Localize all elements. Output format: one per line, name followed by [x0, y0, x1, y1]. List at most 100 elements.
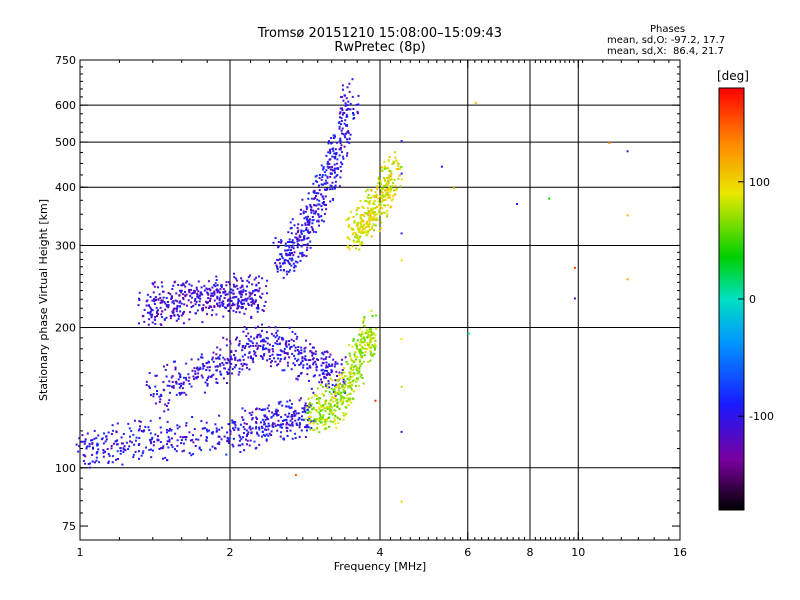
data-point — [341, 376, 344, 379]
data-point — [235, 311, 238, 314]
data-point — [154, 385, 157, 388]
data-point — [298, 399, 301, 402]
data-point — [265, 425, 267, 428]
data-point — [222, 288, 225, 290]
data-point — [390, 199, 393, 202]
data-point — [303, 217, 306, 220]
data-point — [325, 366, 328, 369]
data-point — [194, 376, 197, 379]
data-point — [211, 356, 214, 359]
data-point — [309, 422, 311, 425]
data-point — [258, 275, 260, 278]
data-point — [361, 242, 363, 245]
data-point — [321, 381, 324, 384]
data-point — [302, 210, 305, 213]
data-point — [366, 220, 369, 223]
data-point — [122, 451, 125, 454]
data-point — [179, 300, 182, 303]
data-point — [340, 132, 343, 135]
data-point — [308, 410, 311, 413]
data-point — [352, 372, 355, 375]
data-point — [352, 368, 355, 371]
data-point — [218, 428, 221, 431]
data-point — [349, 381, 352, 384]
data-point — [150, 456, 153, 459]
data-point — [241, 355, 244, 358]
data-point — [173, 314, 176, 317]
data-point — [240, 438, 243, 441]
data-point — [185, 393, 188, 396]
data-point — [323, 350, 326, 353]
data-point — [279, 400, 282, 403]
data-point — [335, 386, 338, 388]
data-point — [116, 439, 119, 442]
data-point — [326, 407, 329, 410]
data-point — [373, 216, 376, 219]
data-point — [336, 158, 339, 161]
data-point — [338, 127, 341, 130]
data-point — [285, 252, 288, 255]
data-point — [159, 301, 162, 304]
data-point — [336, 416, 339, 419]
data-point — [183, 449, 185, 452]
data-point — [171, 375, 174, 378]
data-point — [248, 339, 251, 342]
data-point — [159, 398, 162, 401]
data-point — [241, 346, 244, 349]
data-point — [288, 257, 291, 260]
data-point — [216, 284, 219, 287]
data-point — [154, 316, 157, 318]
data-point — [367, 343, 369, 346]
data-point — [173, 281, 176, 284]
data-point — [271, 411, 274, 414]
y-tick-label: 75 — [62, 520, 76, 533]
data-point — [218, 305, 221, 308]
data-point — [149, 439, 152, 442]
data-point — [219, 373, 222, 376]
data-point — [144, 425, 147, 428]
data-point — [328, 416, 331, 419]
data-point — [181, 450, 184, 453]
data-point — [237, 306, 240, 309]
data-point — [183, 436, 186, 438]
data-point — [245, 429, 248, 432]
data-point — [301, 251, 304, 254]
data-point — [210, 374, 213, 377]
data-point — [314, 212, 317, 215]
data-point — [346, 86, 349, 89]
data-point — [318, 417, 321, 420]
data-point — [262, 338, 265, 341]
data-point — [353, 378, 356, 381]
data-point — [297, 358, 300, 361]
data-point — [360, 356, 363, 359]
data-point — [264, 415, 267, 418]
data-point — [321, 368, 324, 371]
data-point — [325, 370, 328, 372]
data-point — [215, 275, 218, 278]
data-point — [213, 290, 216, 293]
data-point — [291, 417, 294, 420]
data-point — [342, 155, 344, 158]
data-point — [281, 262, 284, 265]
data-point — [165, 428, 168, 431]
data-point — [386, 179, 389, 182]
data-point — [303, 236, 306, 239]
data-point — [187, 299, 190, 302]
data-point — [194, 370, 197, 373]
data-point — [370, 330, 373, 333]
data-point — [219, 354, 222, 357]
data-point — [250, 304, 253, 307]
data-point — [209, 297, 212, 300]
data-point — [307, 197, 310, 200]
data-point — [215, 279, 218, 281]
data-point — [332, 400, 335, 403]
data-point — [386, 215, 389, 218]
data-point — [241, 345, 244, 347]
data-point — [227, 368, 230, 371]
data-point — [148, 385, 150, 388]
data-point — [358, 372, 361, 375]
data-point — [355, 222, 358, 225]
data-point — [248, 295, 251, 298]
data-point — [326, 162, 329, 165]
data-point — [209, 300, 211, 302]
